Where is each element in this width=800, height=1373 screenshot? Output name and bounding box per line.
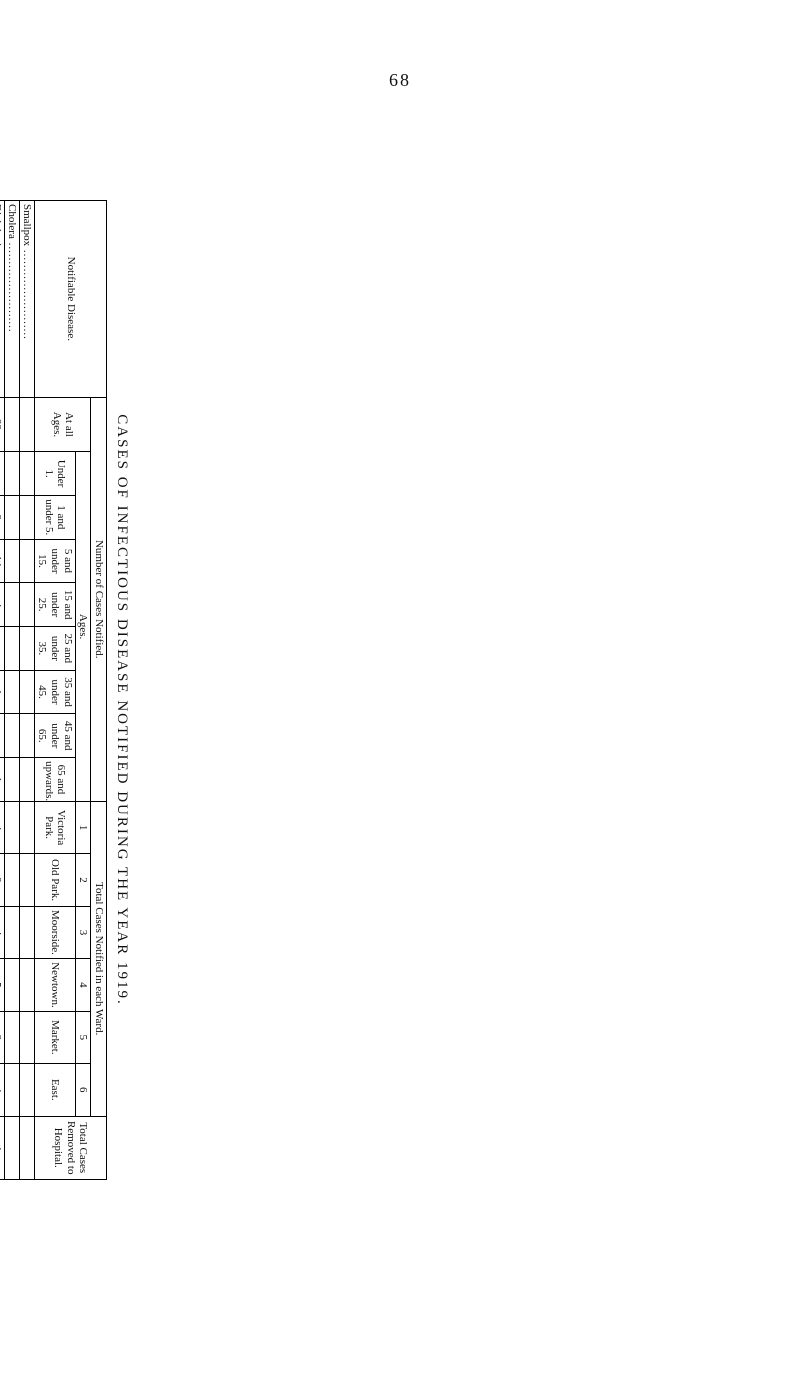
ward-cell: 5 (0, 959, 4, 1011)
th-age: 1 and under 5. (34, 495, 75, 539)
removed-cell (4, 1116, 19, 1179)
th-all-ages: At all Ages. (34, 397, 91, 452)
th-ward-num: 5 (75, 1011, 91, 1063)
th-age: Under 1. (34, 452, 75, 496)
th-age: 15 and under 25. (34, 583, 75, 627)
age-cell (19, 758, 34, 802)
disease-label: Cholera (4, 201, 19, 398)
table-row: Cholera (4, 201, 19, 1180)
ward-cell: 4 (0, 1064, 4, 1116)
ward-cell (19, 959, 34, 1011)
th-age: 45 and under 65. (34, 714, 75, 758)
age-cell (19, 670, 34, 714)
th-ward-name: Market. (34, 1011, 75, 1063)
age-cell (4, 670, 19, 714)
th-ages-label: Ages. (75, 452, 91, 802)
ward-cell (19, 1011, 34, 1063)
ward-cell: 3 (0, 1011, 4, 1063)
age-cell (4, 714, 19, 758)
th-cases-notified: Number of Cases Notified. (91, 397, 107, 801)
cases-thead: Notifiable Disease. Number of Cases Noti… (34, 201, 106, 1180)
removed-cell: 4 (0, 1116, 4, 1179)
page-number: 68 (0, 70, 800, 91)
ward-cell (4, 959, 19, 1011)
age-cell (0, 627, 4, 671)
ward-cell: 4 (0, 906, 4, 958)
th-age: 25 and under 35. (34, 627, 75, 671)
cases-table: Notifiable Disease. Number of Cases Noti… (0, 200, 107, 1180)
th-notifiable: Notifiable Disease. (34, 201, 106, 398)
th-ward-num: 3 (75, 906, 91, 958)
ward-cell (4, 1064, 19, 1116)
rotated-content: CASES OF INFECTIOUS DISEASE NOTIFIED DUR… (0, 200, 130, 1220)
disease-label: Smallpox (19, 201, 34, 398)
age-cell (4, 397, 19, 452)
ward-cell (4, 854, 19, 906)
cases-tbody: SmallpoxCholeraDiphtheria223144114245344… (0, 201, 34, 1180)
removed-cell (19, 1116, 34, 1179)
ward-cell: 4 (0, 801, 4, 853)
age-cell (19, 583, 34, 627)
age-cell (4, 452, 19, 496)
th-ward-num: 2 (75, 854, 91, 906)
age-cell (19, 627, 34, 671)
th-ward-num: 6 (75, 1064, 91, 1116)
age-cell (4, 758, 19, 802)
age-cell (4, 539, 19, 583)
age-cell (4, 495, 19, 539)
age-cell (0, 714, 4, 758)
disease-label: Diphtheria (0, 201, 4, 398)
age-cell: 22 (0, 397, 4, 452)
th-ward-name: Victoria Park. (34, 801, 75, 853)
ward-cell (4, 906, 19, 958)
age-cell: 1 (0, 758, 4, 802)
th-ward-name: Newtown. (34, 959, 75, 1011)
age-cell: 4 (0, 583, 4, 627)
ward-cell (19, 854, 34, 906)
ward-cell (19, 906, 34, 958)
th-ward-name: Old Park. (34, 854, 75, 906)
th-ward-name: Moorside. (34, 906, 75, 958)
age-cell (19, 539, 34, 583)
th-ward-num: 1 (75, 801, 91, 853)
ward-cell (19, 801, 34, 853)
th-removed: Total Cases Removed to Hospital. (34, 1116, 106, 1179)
age-cell: 14 (0, 539, 4, 583)
table-row: Diphtheria223144114245344 (0, 201, 4, 1180)
ward-cell (4, 1011, 19, 1063)
age-cell (19, 495, 34, 539)
th-ward-name: East. (34, 1064, 75, 1116)
main-title: CASES OF INFECTIOUS DISEASE NOTIFIED DUR… (113, 200, 130, 1220)
age-cell (4, 627, 19, 671)
age-cell: 1 (0, 670, 4, 714)
age-cell (19, 397, 34, 452)
ward-cell (19, 1064, 34, 1116)
th-age: 5 and under 15. (34, 539, 75, 583)
age-cell (19, 452, 34, 496)
th-total-ward: Total Cases Notified in each Ward. (91, 801, 107, 1116)
th-age: 65 and upwards. (34, 758, 75, 802)
age-cell (0, 452, 4, 496)
age-cell: 3 (0, 495, 4, 539)
th-ward-num: 4 (75, 959, 91, 1011)
table-row: Smallpox (19, 201, 34, 1180)
ward-cell (4, 801, 19, 853)
age-cell (19, 714, 34, 758)
age-cell (4, 583, 19, 627)
ward-cell: 2 (0, 854, 4, 906)
th-age: 35 and under 45. (34, 670, 75, 714)
